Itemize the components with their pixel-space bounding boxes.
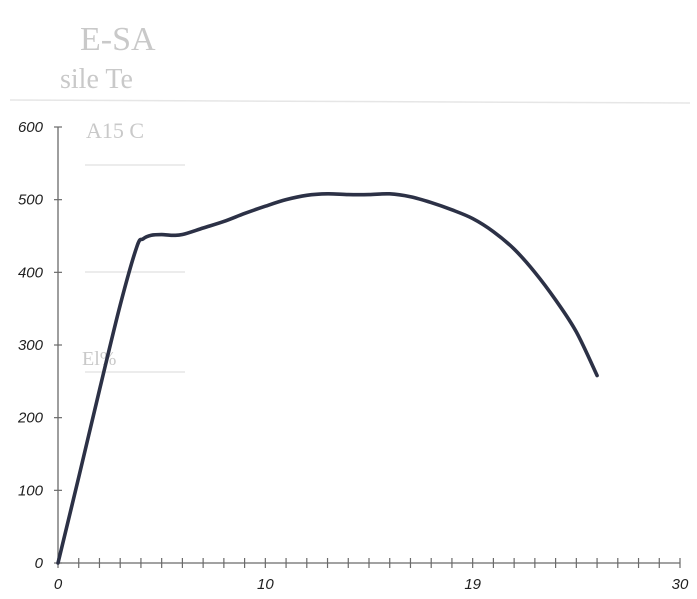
faint-rule <box>9 99 691 104</box>
y-tick-label: 300 <box>18 337 44 354</box>
background-text: A15 C <box>86 118 144 143</box>
background-text-layer: E-SA sile Te A15 C El% <box>9 21 691 373</box>
stress-strain-curve <box>56 191 599 565</box>
background-text: sile Te <box>60 64 133 95</box>
x-tick-label: 10 <box>257 576 274 593</box>
axes <box>57 127 680 564</box>
y-tick-label: 600 <box>18 119 44 136</box>
x-tick-labels: 0 10 19 30 <box>54 576 689 593</box>
x-tick-label: 19 <box>464 576 481 593</box>
y-tick-label: 200 <box>17 410 44 427</box>
y-tick-label: 0 <box>35 555 44 572</box>
y-tick-label: 100 <box>18 482 44 499</box>
y-tick-label: 400 <box>18 264 44 281</box>
x-tick-label: 0 <box>54 576 63 593</box>
y-tick-labels: 0 100 200 300 400 500 600 <box>17 119 44 572</box>
x-tick-label: 30 <box>672 576 689 593</box>
series-layer <box>56 191 599 565</box>
background-text: E-SA <box>80 21 156 58</box>
y-tick-label: 500 <box>18 192 44 209</box>
background-text: El% <box>82 348 116 370</box>
